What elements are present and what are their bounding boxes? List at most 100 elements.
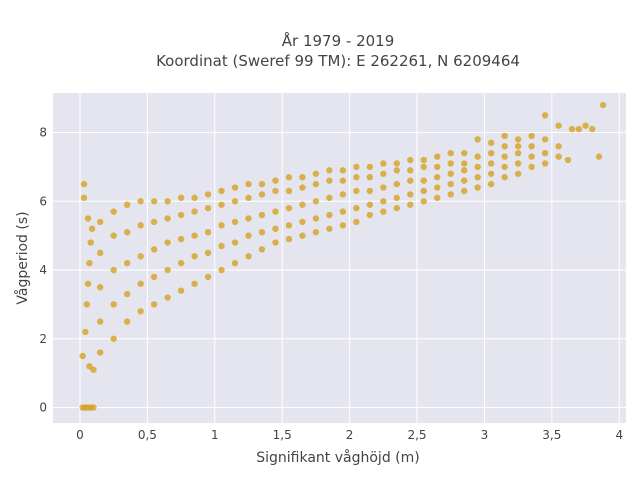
scatter-point [272, 239, 279, 246]
scatter-point [137, 222, 144, 229]
scatter-point [96, 218, 104, 226]
scatter-point [218, 222, 225, 229]
scatter-point [312, 198, 320, 205]
scatter-point [272, 187, 279, 195]
scatter-point [366, 163, 374, 171]
scatter-point [312, 229, 320, 236]
scatter-point [555, 143, 562, 150]
scatter-point [326, 177, 333, 184]
scatter-point [90, 404, 97, 411]
scatter-point [380, 170, 387, 177]
scatter-point [150, 198, 158, 205]
scatter-point [285, 204, 293, 212]
scatter-point [150, 273, 158, 281]
scatter-point [461, 149, 468, 157]
scatter-point [339, 191, 347, 198]
scatter-point [177, 211, 185, 219]
scatter-point [231, 184, 239, 191]
scatter-point [447, 170, 454, 177]
grid-lines [53, 93, 626, 423]
scatter-point [258, 180, 266, 188]
scatter-point [245, 232, 252, 239]
scatter-point [218, 242, 225, 250]
scatter-point [541, 160, 549, 167]
scatter-point [514, 149, 522, 157]
scatter-point [326, 211, 333, 219]
scatter-point [245, 253, 252, 260]
scatter-point [514, 160, 522, 167]
scatter-point [96, 349, 104, 356]
scatter-point [164, 239, 171, 246]
scatter-point [96, 318, 104, 325]
scatter-point [326, 225, 333, 232]
scatter-point [514, 136, 522, 143]
chart-title-line2: Koordinat (Sweref 99 TM): E 262261, N 62… [156, 52, 520, 70]
scatter-point [96, 284, 104, 291]
scatter-point [299, 201, 306, 208]
scatter-point [407, 191, 414, 198]
scatter-point [150, 218, 158, 226]
scatter-point [393, 160, 400, 167]
scatter-point [123, 290, 131, 298]
scatter-point [110, 266, 117, 274]
scatter-point [589, 125, 596, 133]
scatter-point [164, 198, 171, 205]
scatter-point [87, 239, 94, 246]
scatter-point [420, 156, 427, 164]
scatter-point [326, 194, 333, 202]
scatter-point [393, 194, 400, 202]
scatter-point [434, 174, 441, 181]
scatter-point [258, 246, 266, 253]
scatter-point [528, 153, 535, 160]
scatter-point [528, 132, 535, 140]
scatter-point [474, 184, 481, 191]
scatter-point [353, 204, 360, 212]
scatter-point [474, 136, 481, 143]
scatter-point [285, 187, 293, 195]
chart-title-line1: År 1979 - 2019 [282, 31, 395, 50]
scatter-point [366, 211, 374, 219]
scatter-point [312, 180, 320, 188]
scatter-point [501, 153, 508, 160]
scatter-point [191, 232, 198, 239]
y-axis-title: Vågperiod (s) [14, 211, 31, 304]
scatter-point [272, 208, 279, 215]
scatter-point [191, 253, 198, 260]
y-tick-label: 4 [39, 263, 47, 277]
scatter-point [474, 174, 481, 181]
scatter-point [80, 180, 88, 188]
scatter-point [177, 287, 185, 294]
scatter-point [204, 249, 212, 257]
scatter-point [514, 170, 522, 177]
scatter-point [231, 259, 239, 267]
scatter-point [137, 280, 144, 287]
scatter-point [487, 180, 495, 188]
x-tick-labels: 0 0,5 1 1,5 2 2,5 3 3,5 4 [76, 428, 623, 442]
scatter-point [177, 235, 185, 243]
scatter-point [461, 167, 468, 174]
scatter-point [79, 352, 86, 360]
scatter-point [272, 177, 279, 184]
scatter-point [258, 191, 266, 198]
scatter-point [285, 235, 293, 243]
scatter-point [474, 163, 481, 171]
scatter-point [434, 153, 441, 160]
y-tick-labels: 0 2 4 6 8 [39, 126, 47, 415]
scatter-point [366, 187, 374, 195]
x-tick-label: 3,5 [542, 428, 561, 442]
scatter-point [258, 211, 266, 219]
x-tick-label: 2,5 [407, 428, 426, 442]
scatter-point [514, 143, 522, 150]
scatter-point [177, 259, 185, 267]
scatter-point [299, 184, 306, 191]
scatter-point [380, 208, 387, 215]
scatter-point [245, 180, 252, 188]
scatter-point [434, 184, 441, 191]
scatter-point [339, 208, 347, 215]
scatter-point [380, 160, 387, 167]
scatter-point [245, 194, 252, 202]
scatter-point [123, 259, 131, 267]
scatter-point [366, 174, 374, 181]
scatter-point [447, 149, 454, 157]
